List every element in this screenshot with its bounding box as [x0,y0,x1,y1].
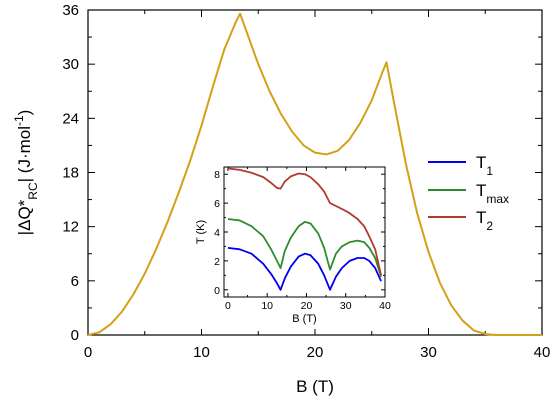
main-series [87,12,542,336]
inset-y-tick-label: 2 [214,256,220,268]
inset-chart: 0 10 20 30 40 0 2 4 6 8 B (T) T (K) [194,164,391,329]
inset-series [227,167,382,291]
inset-x-tick-label: 40 [379,300,391,312]
main-y-axis-label-part: ) [15,110,34,116]
inset-y-axis-label: T (K) [195,220,207,244]
legend-label-main: T [476,208,486,227]
legend-label-main: T [476,181,486,200]
legend-label-t2: T2 [476,208,493,233]
legend-label-tmax: Tmax [476,181,509,206]
legend-label-sub: 1 [486,164,493,178]
inset-x-tick-label: 10 [261,300,273,312]
inset-background [194,164,391,329]
main-y-tick-label: 18 [62,165,79,182]
main-y-tick-label: 24 [62,110,79,127]
inset-y-tick-label: 4 [214,227,220,239]
main-x-tick-label: 30 [420,344,437,361]
main-y-axis-label-part: RC [26,182,40,200]
main-y-tick-label: 30 [62,56,79,73]
inset-x-tick-label: 20 [301,300,313,312]
main-y-axis-label: |ΔQ*RC| (J·mol-1) [12,110,40,236]
main-x-tick-label: 0 [84,344,92,361]
main-y-axis-label-part: | (J·mol [15,126,34,182]
main-x-tick-label: 40 [534,344,550,361]
main-y-tick-label: 36 [62,2,79,19]
inset-x-tick-label: 0 [225,300,231,312]
main-y-tick-label: 6 [71,273,79,290]
legend-label-t1: T1 [476,153,493,178]
inset-y-tick-label: 8 [214,169,220,181]
inset-y-tick-label: 0 [214,285,220,297]
main-y-axis-label-part: -1 [12,115,26,126]
legend-label-sub: 2 [486,219,493,233]
inset-series-line-tmax [227,218,382,278]
inset-series-line-t2 [227,167,382,276]
main-x-axis-label: B (T) [296,377,334,396]
legend-label-main: T [476,153,486,172]
main-x-tick-label: 10 [193,344,210,361]
main-series-line-curve [87,12,542,336]
inset-y-tick-label: 6 [214,198,220,210]
inset-ticks: 0 10 20 30 40 0 2 4 6 8 [214,167,391,312]
main-y-axis-label-part: |ΔQ* [15,199,34,235]
main-y-tick-label: 0 [71,327,79,344]
main-y-tick-label: 12 [62,219,79,236]
inset-series-line-t1 [227,246,382,291]
legend-label-sub: max [486,192,509,206]
inset-x-axis-label: B (T) [292,313,316,325]
inset-x-tick-label: 30 [340,300,352,312]
main-x-tick-label: 20 [307,344,324,361]
